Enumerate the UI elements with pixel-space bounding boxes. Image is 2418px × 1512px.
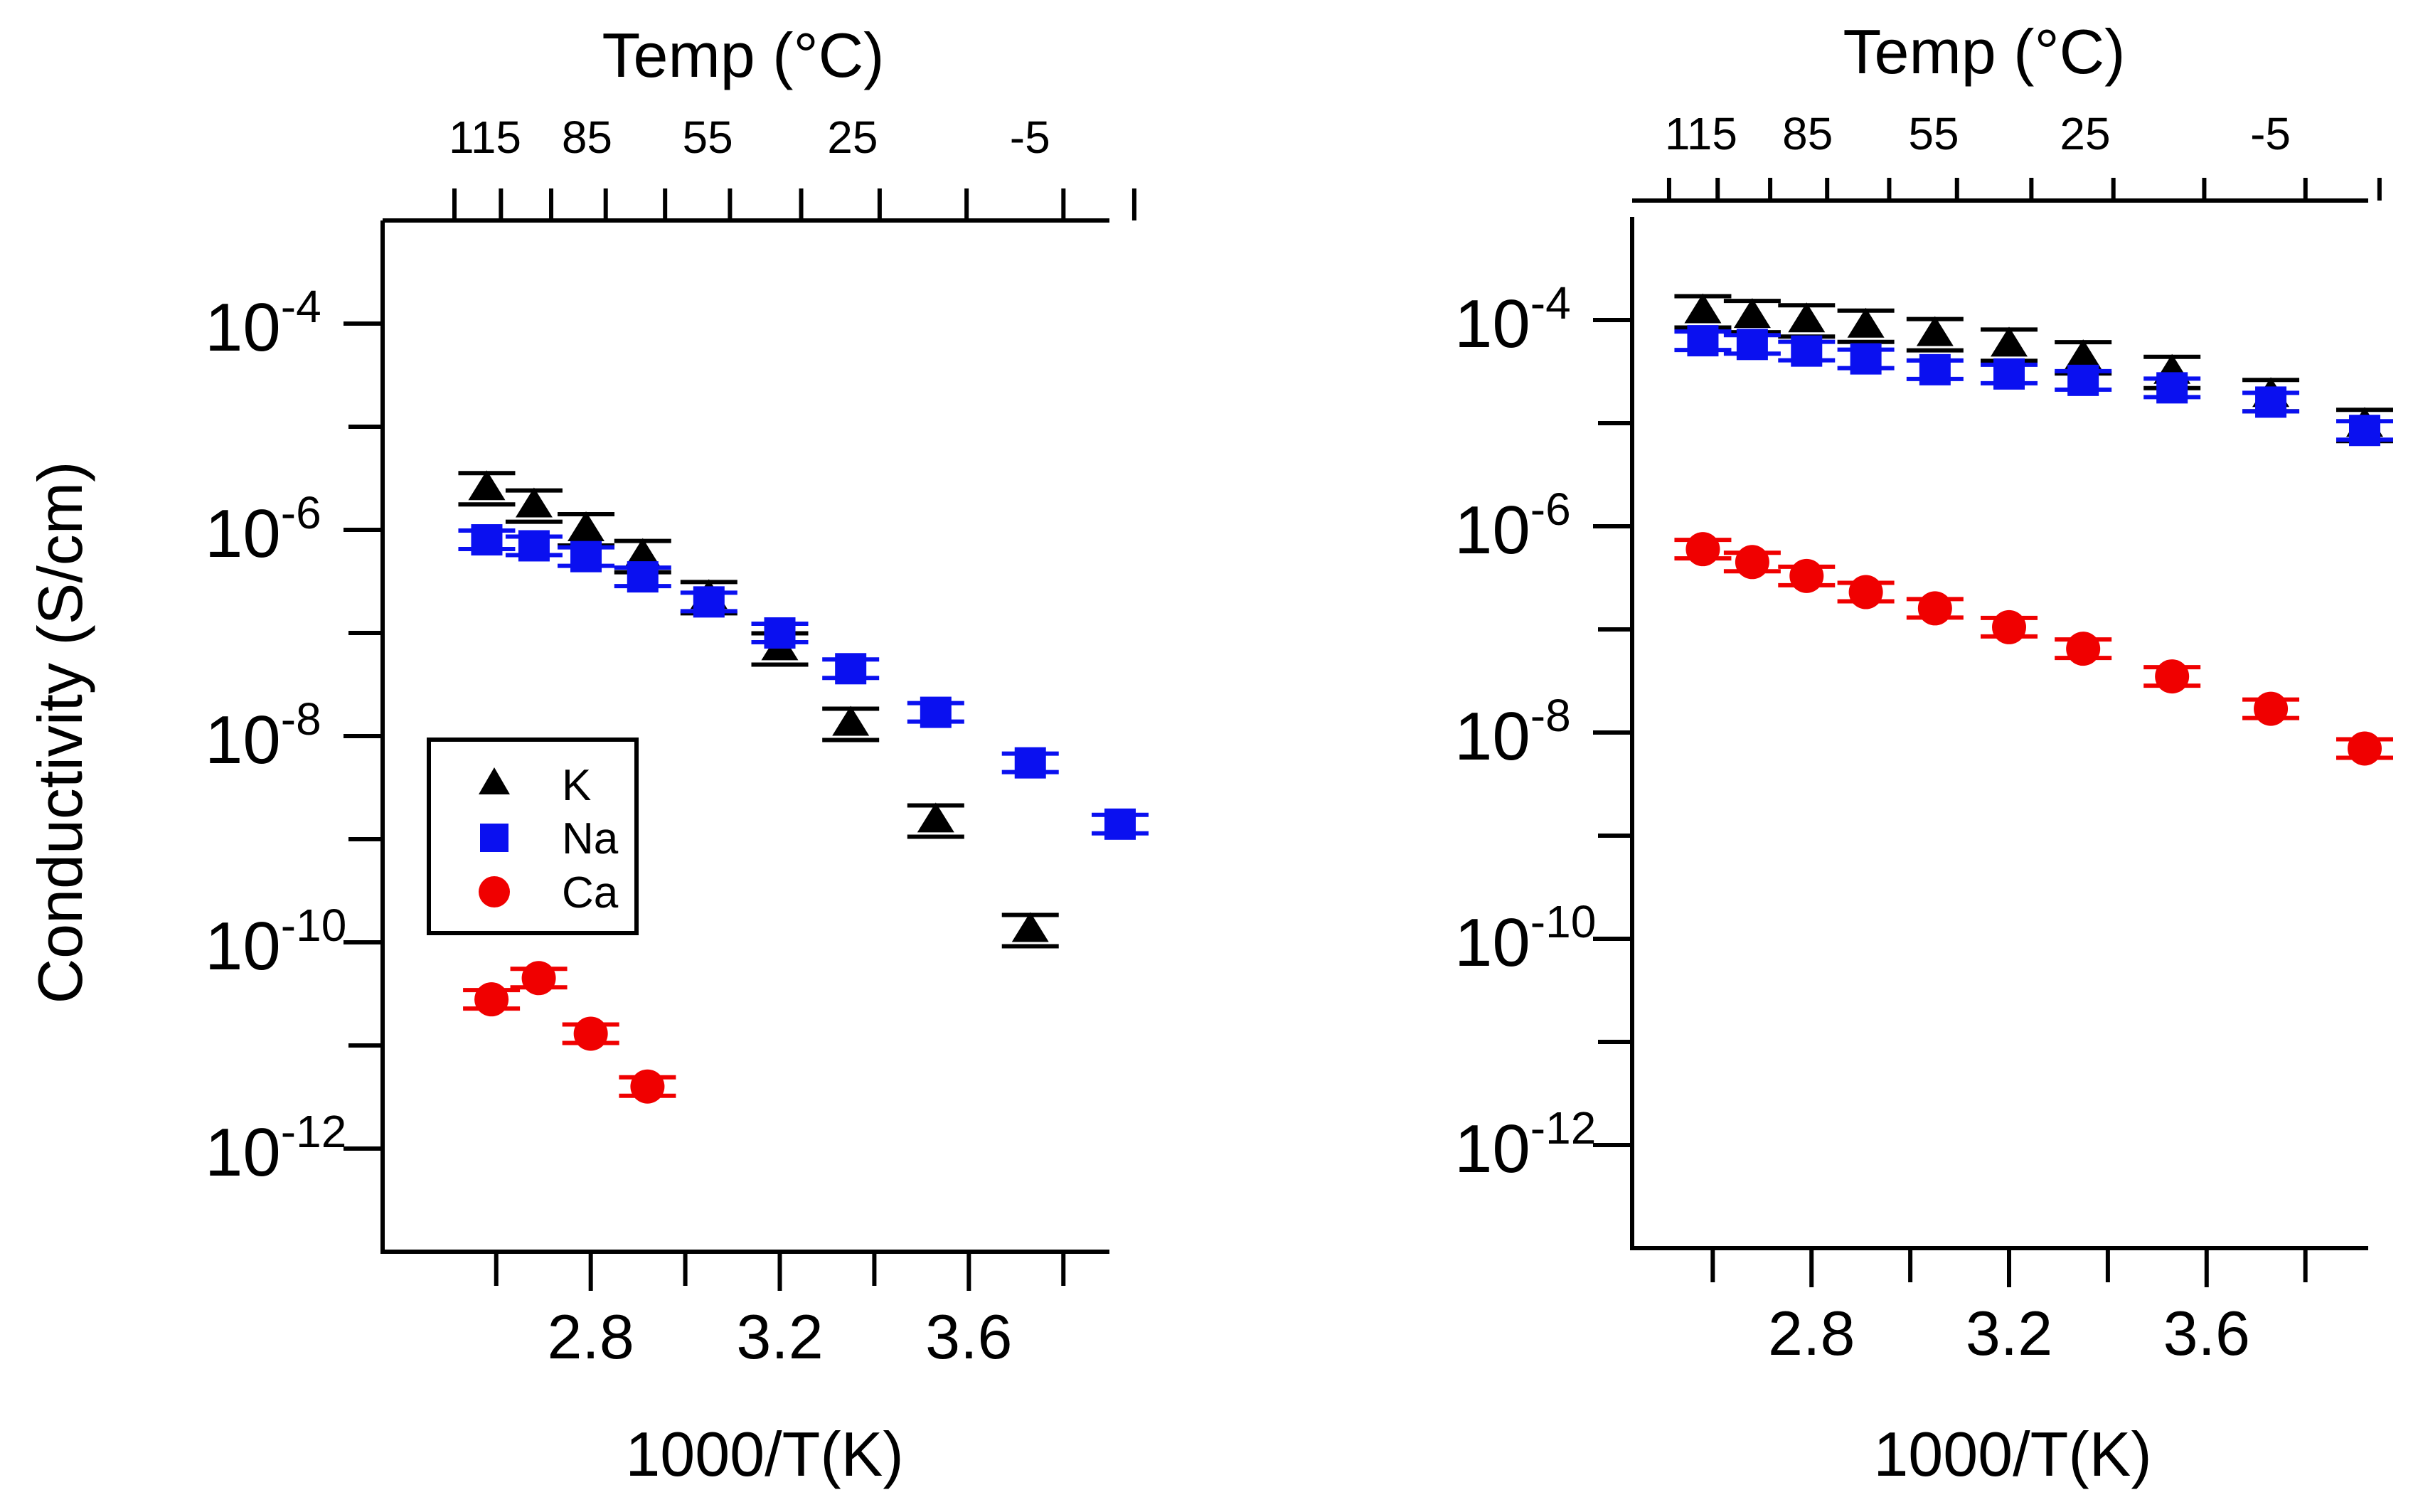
left-series-na: [458, 524, 1149, 840]
left-na-point: [627, 561, 659, 593]
left-x-tick-label: 3.6: [925, 1301, 1012, 1372]
right-k-point: [1684, 293, 1722, 324]
right-na-point: [2156, 372, 2188, 404]
right-bottom-axis-label: 1000/T(K): [1873, 1419, 2151, 1489]
legend-label-ca: Ca: [562, 868, 619, 917]
right-top-tick-label: 85: [1782, 108, 1833, 159]
right-ca-point: [2155, 659, 2190, 694]
left-k-point: [515, 487, 553, 518]
left-bottom-axis-label: 1000/T(K): [625, 1419, 903, 1489]
right-series-na: [1674, 325, 2393, 447]
right-na-point: [1850, 343, 1882, 375]
left-x-tick-label: 2.8: [547, 1301, 634, 1372]
right-x-tick-label: 3.6: [2163, 1298, 2250, 1368]
left-top-tick-label: -5: [1010, 112, 1050, 163]
right-ca-point: [1789, 558, 1824, 593]
left-ca-point: [630, 1069, 665, 1104]
right-ca-point: [1992, 609, 2026, 644]
left-na-point: [1014, 747, 1046, 779]
right-y-tick-label: 10-12: [1454, 1102, 1596, 1187]
legend-marker-na: [480, 824, 508, 852]
left-na-point: [693, 586, 725, 618]
right-ca-point: [2348, 731, 2382, 766]
legend-marker-k: [479, 767, 510, 794]
left-y-tick-label: 10-6: [205, 487, 321, 572]
left-na-point: [1104, 808, 1136, 840]
left-x-tick-label: 3.2: [736, 1301, 823, 1372]
left-k-point: [568, 511, 605, 541]
left-y-tick-label: 10-8: [205, 693, 321, 778]
left-k-point: [1011, 912, 1049, 942]
right-top-tick-label: -5: [2250, 108, 2291, 159]
right-top-tick-label: 25: [2060, 108, 2110, 159]
right-na-point: [1687, 325, 1719, 357]
left-legend: KNa Ca: [427, 738, 639, 935]
left-top-tick-label: 115: [449, 112, 521, 163]
left-k-point: [832, 706, 870, 736]
left-k-point: [917, 802, 954, 833]
right-ca-point: [1848, 575, 1883, 609]
right-na-point: [1736, 329, 1768, 361]
right-k-point: [1847, 307, 1885, 338]
right-ca-point: [1917, 591, 1952, 626]
left-na-point: [764, 617, 796, 649]
left-na-point: [570, 541, 602, 573]
left-series-k: [458, 470, 1059, 949]
right-k-point: [2065, 339, 2102, 370]
right-y-tick-label: 10-10: [1454, 896, 1596, 981]
left-top-axis-label: Temp (°C): [602, 20, 885, 90]
right-k-point: [1788, 302, 1826, 333]
legend-box: [427, 738, 639, 935]
left-k-point: [468, 470, 506, 501]
left-y-tick-label: 10-10: [205, 900, 346, 984]
right-k-point: [1733, 298, 1771, 329]
legend-label-na: Na: [562, 814, 619, 863]
right-ca-point: [1685, 532, 1720, 567]
right-top-tick-label: 55: [1908, 108, 1959, 159]
right-y-tick-label: 10-4: [1454, 277, 1571, 362]
right-y-tick-label: 10-6: [1454, 484, 1571, 568]
left-k-point: [624, 538, 661, 568]
right-k-point: [1916, 316, 1954, 346]
right-na-point: [2349, 415, 2380, 447]
right-na-point: [1791, 335, 1823, 367]
right-na-point: [2255, 386, 2287, 418]
left-panel: Temp (°C) 1000/T(K) Conductivity (S/cm) …: [25, 20, 1149, 1489]
legend-label-k: K: [562, 761, 591, 810]
left-na-point: [471, 524, 503, 556]
left-na-point: [920, 696, 952, 728]
right-x-tick-label: 3.2: [1966, 1298, 2052, 1368]
y-axis-label: Conductivity (S/cm): [25, 462, 95, 1004]
left-na-point: [835, 653, 867, 685]
right-ca-point: [2254, 691, 2289, 726]
right-x-tick-label: 2.8: [1768, 1298, 1855, 1368]
right-top-tick-label: 115: [1665, 108, 1737, 159]
legend-marker-ca: [479, 876, 510, 907]
left-ca-point: [474, 982, 509, 1017]
right-panel: Temp (°C) 1000/T(K) 10-12 10-10 10-8 10-6 10…: [1454, 16, 2393, 1489]
left-y-tick-label: 10-4: [205, 281, 321, 366]
left-ca-point: [573, 1016, 608, 1051]
left-top-tick-label: 55: [682, 112, 733, 163]
right-top-axis-label: Temp (°C): [1843, 16, 2126, 87]
left-series-ca: [463, 961, 676, 1104]
right-na-point: [1919, 353, 1951, 385]
right-ca-point: [2066, 632, 2101, 666]
left-y-tick-label: 10-12: [205, 1106, 346, 1191]
right-k-point: [1991, 326, 2028, 357]
right-na-point: [1993, 358, 2025, 390]
right-y-tick-label: 10-8: [1454, 690, 1571, 774]
right-na-point: [2067, 364, 2099, 396]
left-ca-point: [521, 961, 556, 996]
left-na-point: [518, 530, 550, 562]
right-series-ca: [1674, 532, 2393, 766]
right-ca-point: [1735, 545, 1769, 580]
left-top-tick-label: 85: [562, 112, 612, 163]
left-top-tick-label: 25: [827, 112, 878, 163]
